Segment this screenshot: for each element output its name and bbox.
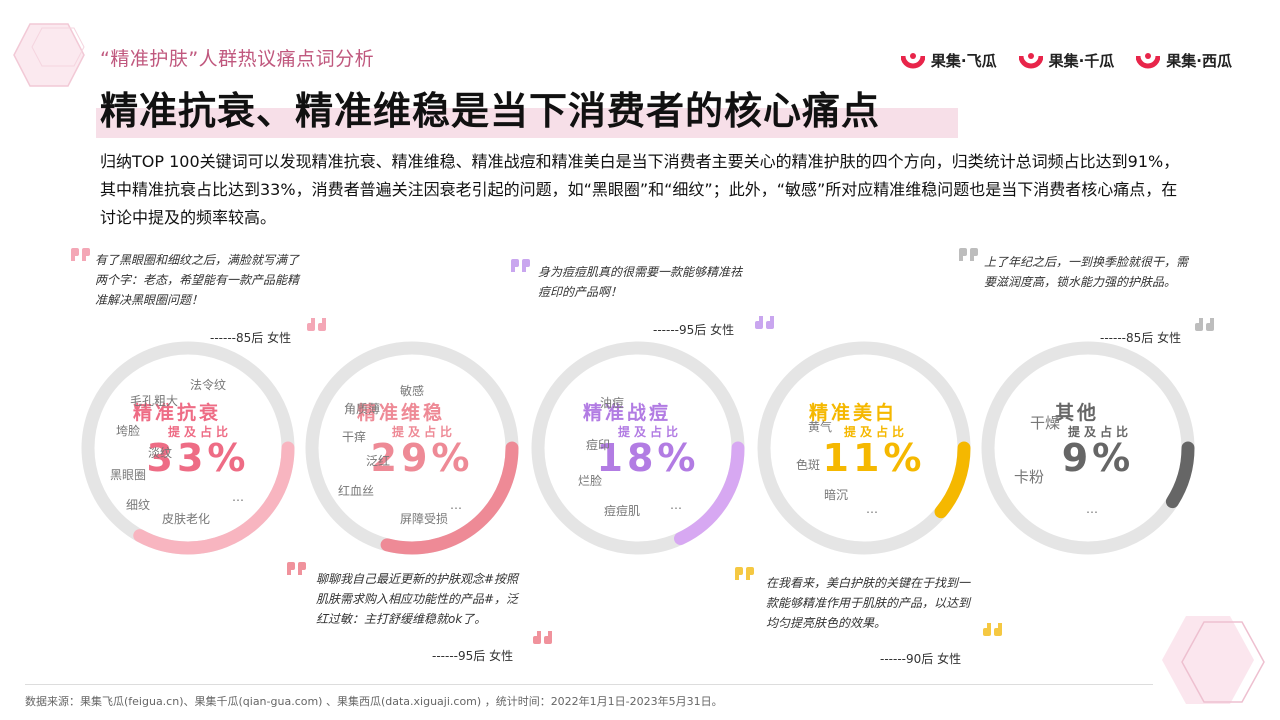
close-quote-icon <box>1195 318 1214 331</box>
quote-author: ------85后 女性 <box>210 331 292 345</box>
section-label: “精准护肤”人群热议痛点词分析 <box>100 48 375 70</box>
open-quote-icon <box>959 248 978 261</box>
category-title: 精准美白 <box>808 402 898 424</box>
category-subtitle: 提及占比 <box>617 425 683 439</box>
title-highlight <box>96 108 958 138</box>
category-title: 精准战痘 <box>582 402 672 424</box>
keyword-label: 角质薄 <box>344 402 381 416</box>
keyword-label: 毛孔粗大 <box>130 394 179 408</box>
keyword-label: 泛红 <box>366 454 391 468</box>
brand-logo-icon <box>1018 53 1043 69</box>
category-percentage: 29% <box>370 436 474 480</box>
keyword-label: … <box>670 498 682 512</box>
quote-author: ------95后 女性 <box>653 323 735 337</box>
category-subtitle: 提及占比 <box>167 425 233 439</box>
category-subtitle: 提及占比 <box>391 425 457 439</box>
keyword-label: 烂脸 <box>578 474 603 488</box>
donut-arc <box>531 341 745 555</box>
hexagon-decoration-top-left <box>13 23 85 87</box>
category-title: 其他 <box>1054 402 1100 424</box>
quote-text: 身为痘痘肌真的很需要一款能够精准祛痘印的产品啊！ <box>538 265 743 299</box>
keyword-label: 黑眼圈 <box>110 468 147 482</box>
keyword-label: 红血丝 <box>338 484 375 498</box>
keyword-label: … <box>1086 502 1098 516</box>
category-percentage: 11% <box>822 436 926 480</box>
category-percentage: 9% <box>1061 436 1135 480</box>
footer-divider <box>25 684 1153 685</box>
quote-author: ------90后 女性 <box>880 652 962 666</box>
keyword-label: 干燥 <box>1030 414 1061 432</box>
page-title: 精准抗衰、精准维稳是当下消费者的核心痛点 <box>100 89 881 133</box>
category-subtitle: 提及占比 <box>1067 425 1133 439</box>
keyword-label: 皮肤老化 <box>162 512 211 526</box>
brand-logo-icon <box>1136 53 1161 69</box>
logo-label: 果集·飞瓜 <box>930 51 997 70</box>
keyword-label: 干痒 <box>342 430 367 444</box>
close-quote-icon <box>533 631 552 644</box>
keyword-label: … <box>232 490 244 504</box>
donut-arc <box>81 341 295 555</box>
keyword-label: … <box>866 502 878 516</box>
brand-logo-icon <box>900 53 925 69</box>
keyword-label: 黄气 <box>808 420 833 434</box>
category-percentage: 33% <box>146 436 250 480</box>
quote-text: 有了黑眼圈和细纹之后，满脸就写满了两个字：老态，希望能有一款产品能精准解决黑眼圈… <box>95 253 300 307</box>
category-title: 精准抗衰 <box>132 402 222 424</box>
keyword-label: 敏感 <box>400 384 425 398</box>
brand-logos: 果集·飞瓜 果集·千瓜 果集·西瓜 <box>900 48 1232 72</box>
quote-text: 上了年纪之后，一到换季脸就很干，需要滋润度高，锁水能力强的护肤品。 <box>984 255 1189 289</box>
close-quote-icon <box>307 318 326 331</box>
logo-label: 果集·西瓜 <box>1166 51 1232 70</box>
quote-author: ------85后 女性 <box>1100 331 1182 345</box>
keyword-label: 暗沉 <box>824 488 849 502</box>
quote-text: 聊聊我自己最近更新的护肤观念#按照肌肤需求购入相应功能性的产品#，泛红过敏：主打… <box>316 572 519 626</box>
logo-label: 果集·千瓜 <box>1048 51 1115 70</box>
quote-author: ------95后 女性 <box>432 649 514 663</box>
category-percentage: 18% <box>596 436 700 480</box>
category-subtitle: 提及占比 <box>843 425 909 439</box>
logo-feigua: 果集·飞瓜 <box>900 48 997 72</box>
open-quote-icon <box>511 259 530 272</box>
keyword-label: 淡纹 <box>148 446 173 460</box>
keyword-label: 屏障受损 <box>400 512 449 526</box>
open-quote-icon <box>735 567 754 580</box>
close-quote-icon <box>983 623 1002 636</box>
keyword-label: 油痘 <box>600 396 625 410</box>
keyword-label: 痘痘肌 <box>604 504 641 518</box>
hexagon-decoration-bottom-right <box>1162 616 1265 704</box>
category-title: 精准维稳 <box>356 402 446 424</box>
keyword-label: … <box>450 498 462 512</box>
keyword-label: 卡粉 <box>1014 468 1045 486</box>
donut-arc <box>305 341 519 555</box>
footer-source: 数据来源：果集飞瓜(feigua.cn)、果集千瓜(qian-gua.com) … <box>25 695 723 708</box>
keyword-label: 细纹 <box>126 498 151 512</box>
donut-arc <box>981 341 1195 555</box>
logo-qiangua: 果集·千瓜 <box>1018 48 1115 72</box>
keyword-label: 痘印 <box>586 438 611 452</box>
close-quote-icon <box>755 316 774 329</box>
logo-xigua: 果集·西瓜 <box>1136 48 1232 72</box>
keyword-label: 垮脸 <box>116 424 141 438</box>
quote-text: 在我看来，美白护肤的关键在于找到一款能够精准作用于肌肤的产品，以达到均匀提亮肤色… <box>766 576 971 630</box>
keyword-label: 色斑 <box>796 458 821 472</box>
donut-arc <box>757 341 971 555</box>
description: 归纳TOP 100关键词可以发现精准抗衰、精准维稳、精准战痘和精准美白是当下消费… <box>100 152 1180 227</box>
open-quote-icon <box>71 248 90 261</box>
keyword-label: 法令纹 <box>190 378 227 392</box>
open-quote-icon <box>287 562 306 575</box>
